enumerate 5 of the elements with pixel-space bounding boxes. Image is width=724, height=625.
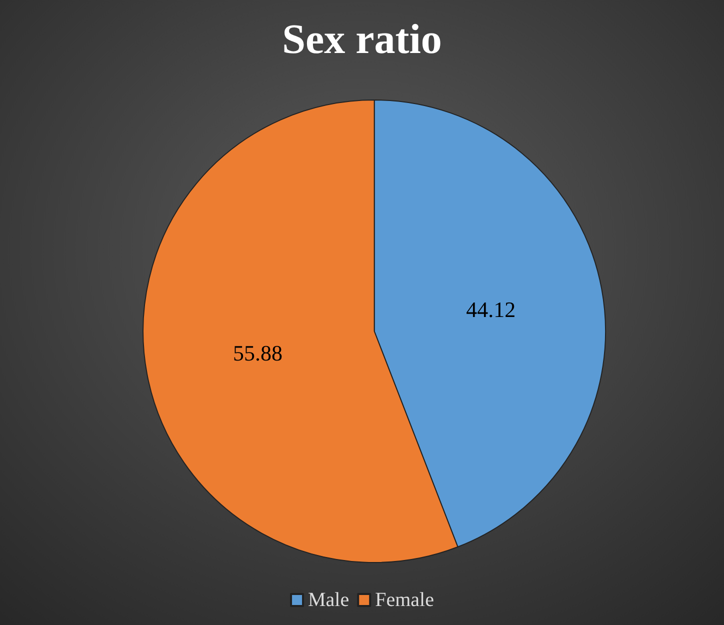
data-label: 44.12 [466, 296, 516, 322]
data-label: 55.88 [232, 340, 282, 366]
legend-label: Female [375, 589, 434, 611]
chart-title: Sex ratio [282, 17, 442, 63]
legend-label: Male [308, 589, 350, 611]
